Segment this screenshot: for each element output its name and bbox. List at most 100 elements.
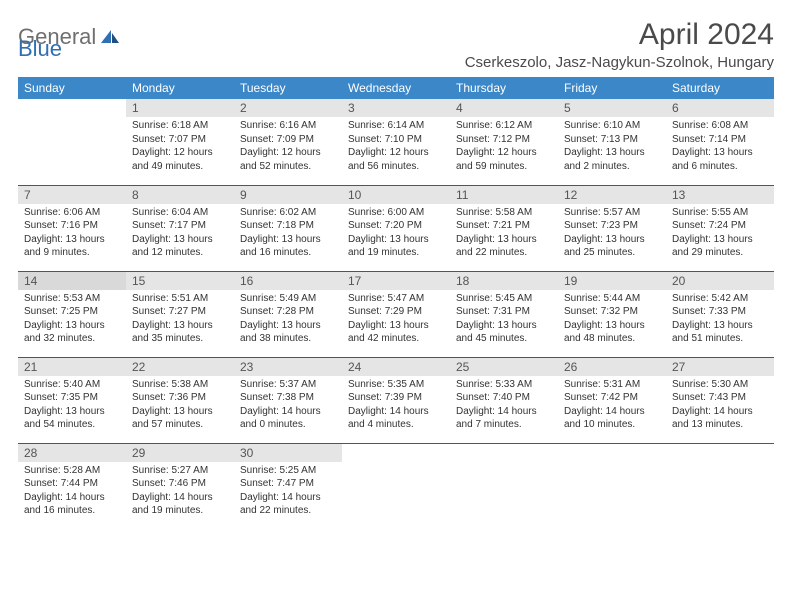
cell-lines: Sunrise: 6:12 AMSunset: 7:12 PMDaylight:… (456, 119, 552, 173)
cell-lines: Sunrise: 6:04 AMSunset: 7:17 PMDaylight:… (132, 206, 228, 260)
sunset-text: Sunset: 7:27 PM (132, 305, 228, 319)
sunrise-text: Sunrise: 5:53 AM (24, 292, 120, 306)
calendar-cell: 3Sunrise: 6:14 AMSunset: 7:10 PMDaylight… (342, 99, 450, 185)
daylight-text: Daylight: 13 hours and 12 minutes. (132, 233, 228, 260)
day-number: 16 (234, 272, 342, 290)
daylight-text: Daylight: 12 hours and 52 minutes. (240, 146, 336, 173)
sunrise-text: Sunrise: 5:27 AM (132, 464, 228, 478)
sunrise-text: Sunrise: 5:57 AM (564, 206, 660, 220)
calendar-week-row: 21Sunrise: 5:40 AMSunset: 7:35 PMDayligh… (18, 357, 774, 443)
cell-lines: Sunrise: 5:44 AMSunset: 7:32 PMDaylight:… (564, 292, 660, 346)
sunset-text: Sunset: 7:44 PM (24, 477, 120, 491)
day-number: 20 (666, 272, 774, 290)
day-number: 24 (342, 358, 450, 376)
sunset-text: Sunset: 7:07 PM (132, 133, 228, 147)
sunrise-text: Sunrise: 6:12 AM (456, 119, 552, 133)
day-number: 18 (450, 272, 558, 290)
day-number: 28 (18, 444, 126, 462)
cell-lines: Sunrise: 6:10 AMSunset: 7:13 PMDaylight:… (564, 119, 660, 173)
sunset-text: Sunset: 7:09 PM (240, 133, 336, 147)
sunset-text: Sunset: 7:36 PM (132, 391, 228, 405)
calendar-cell: 27Sunrise: 5:30 AMSunset: 7:43 PMDayligh… (666, 357, 774, 443)
cell-lines: Sunrise: 5:51 AMSunset: 7:27 PMDaylight:… (132, 292, 228, 346)
sunrise-text: Sunrise: 6:04 AM (132, 206, 228, 220)
day-number: 30 (234, 444, 342, 462)
calendar-cell: 29 Sunrise: 5:27 AMSunset: 7:46 PMDayligh… (126, 443, 234, 529)
sunrise-text: Sunrise: 5:25 AM (240, 464, 336, 478)
day-number: 7 (18, 186, 126, 204)
sunset-text: Sunset: 7:43 PM (672, 391, 768, 405)
calendar-cell: 16Sunrise: 5:49 AMSunset: 7:28 PMDayligh… (234, 271, 342, 357)
sunset-text: Sunset: 7:14 PM (672, 133, 768, 147)
cell-lines: Sunrise: 6:02 AMSunset: 7:18 PMDaylight:… (240, 206, 336, 260)
daylight-text: Daylight: 13 hours and 22 minutes. (456, 233, 552, 260)
sunrise-text: Sunrise: 6:16 AM (240, 119, 336, 133)
calendar-cell: 20 Sunrise: 5:42 AMSunset: 7:33 PMDayligh… (666, 271, 774, 357)
calendar-body: 1Sunrise: 6:18 AMSunset: 7:07 PMDaylight… (18, 99, 774, 529)
daylight-text: Daylight: 13 hours and 42 minutes. (348, 319, 444, 346)
daylight-text: Daylight: 12 hours and 56 minutes. (348, 146, 444, 173)
calendar-cell (666, 443, 774, 529)
sunrise-text: Sunrise: 5:38 AM (132, 378, 228, 392)
sunset-text: Sunset: 7:29 PM (348, 305, 444, 319)
day-header: Monday (126, 77, 234, 99)
calendar-cell: 25Sunrise: 5:33 AMSunset: 7:40 PMDayligh… (450, 357, 558, 443)
day-number: 4 (450, 99, 558, 117)
sunrise-text: Sunrise: 6:10 AM (564, 119, 660, 133)
cell-lines: Sunrise: 5:37 AMSunset: 7:38 PMDaylight:… (240, 378, 336, 432)
daylight-text: Daylight: 14 hours and 13 minutes. (672, 405, 768, 432)
calendar-cell: 7Sunrise: 6:06 AMSunset: 7:16 PMDaylight… (18, 185, 126, 271)
calendar-cell: 18Sunrise: 5:45 AMSunset: 7:31 PMDayligh… (450, 271, 558, 357)
sunrise-text: Sunrise: 6:06 AM (24, 206, 120, 220)
cell-lines: Sunrise: 5:27 AMSunset: 7:46 PMDaylight:… (132, 464, 228, 518)
day-header: Thursday (450, 77, 558, 99)
calendar-cell: 2Sunrise: 6:16 AMSunset: 7:09 PMDaylight… (234, 99, 342, 185)
day-number: 5 (558, 99, 666, 117)
daylight-text: Daylight: 13 hours and 16 minutes. (240, 233, 336, 260)
sunrise-text: Sunrise: 5:47 AM (348, 292, 444, 306)
calendar-cell: 21Sunrise: 5:40 AMSunset: 7:35 PMDayligh… (18, 357, 126, 443)
sunset-text: Sunset: 7:47 PM (240, 477, 336, 491)
day-number: 29 (126, 444, 234, 462)
day-number: 11 (450, 186, 558, 204)
cell-lines: Sunrise: 5:42 AMSunset: 7:33 PMDaylight:… (672, 292, 768, 346)
sunset-text: Sunset: 7:25 PM (24, 305, 120, 319)
daylight-text: Daylight: 13 hours and 57 minutes. (132, 405, 228, 432)
calendar-cell (18, 99, 126, 185)
calendar-cell: 28Sunrise: 5:28 AMSunset: 7:44 PMDayligh… (18, 443, 126, 529)
logo-word2: Blue (18, 36, 62, 62)
daylight-text: Daylight: 13 hours and 25 minutes. (564, 233, 660, 260)
calendar-cell: 8Sunrise: 6:04 AMSunset: 7:17 PMDaylight… (126, 185, 234, 271)
sunrise-text: Sunrise: 5:49 AM (240, 292, 336, 306)
calendar-cell (342, 443, 450, 529)
daylight-text: Daylight: 14 hours and 19 minutes. (132, 491, 228, 518)
calendar-cell: 17Sunrise: 5:47 AMSunset: 7:29 PMDayligh… (342, 271, 450, 357)
sunset-text: Sunset: 7:17 PM (132, 219, 228, 233)
day-number: 9 (234, 186, 342, 204)
sunset-text: Sunset: 7:40 PM (456, 391, 552, 405)
daylight-text: Daylight: 13 hours and 6 minutes. (672, 146, 768, 173)
sunrise-text: Sunrise: 5:33 AM (456, 378, 552, 392)
calendar-week-row: 7Sunrise: 6:06 AMSunset: 7:16 PMDaylight… (18, 185, 774, 271)
sunrise-text: Sunrise: 5:51 AM (132, 292, 228, 306)
day-number: 12 (558, 186, 666, 204)
logo: General Blue (18, 18, 120, 50)
cell-lines: Sunrise: 5:58 AMSunset: 7:21 PMDaylight:… (456, 206, 552, 260)
cell-lines: Sunrise: 5:25 AMSunset: 7:47 PMDaylight:… (240, 464, 336, 518)
daylight-text: Daylight: 13 hours and 29 minutes. (672, 233, 768, 260)
daylight-text: Daylight: 13 hours and 32 minutes. (24, 319, 120, 346)
cell-lines: Sunrise: 6:00 AMSunset: 7:20 PMDaylight:… (348, 206, 444, 260)
daylight-text: Daylight: 13 hours and 35 minutes. (132, 319, 228, 346)
sunrise-text: Sunrise: 5:31 AM (564, 378, 660, 392)
calendar-cell: 10Sunrise: 6:00 AMSunset: 7:20 PMDayligh… (342, 185, 450, 271)
cell-lines: Sunrise: 5:30 AMSunset: 7:43 PMDaylight:… (672, 378, 768, 432)
daylight-text: Daylight: 13 hours and 38 minutes. (240, 319, 336, 346)
calendar-cell: 5 Sunrise: 6:10 AMSunset: 7:13 PMDaylight… (558, 99, 666, 185)
cell-lines: Sunrise: 5:40 AMSunset: 7:35 PMDaylight:… (24, 378, 120, 432)
cell-lines: Sunrise: 5:31 AMSunset: 7:42 PMDaylight:… (564, 378, 660, 432)
month-title: April 2024 (465, 18, 774, 52)
calendar-cell: 22Sunrise: 5:38 AMSunset: 7:36 PMDayligh… (126, 357, 234, 443)
calendar-header-row: SundayMondayTuesdayWednesdayThursdayFrid… (18, 77, 774, 99)
sunset-text: Sunset: 7:31 PM (456, 305, 552, 319)
location-text: Cserkeszolo, Jasz-Nagykun-Szolnok, Hunga… (465, 54, 774, 71)
